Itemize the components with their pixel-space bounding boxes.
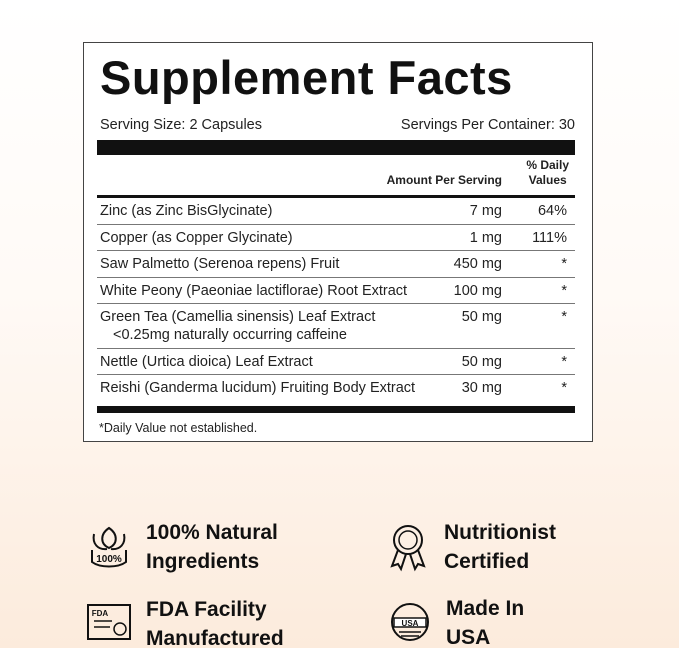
- header-bar: [97, 195, 575, 198]
- daily-value: 64%: [537, 203, 567, 219]
- amount: 50 mg: [461, 353, 502, 370]
- facts-panel: [83, 42, 593, 442]
- leaf-icon: 100%: [91, 526, 127, 568]
- badge-line: USA: [446, 626, 491, 649]
- daily-value: 111%: [532, 229, 567, 246]
- icon-text: 100%: [96, 554, 122, 565]
- daily-value: *: [561, 309, 567, 325]
- row-rule: [97, 347, 575, 349]
- dv-header-line: % Daily: [526, 158, 569, 172]
- badge-line: Certified: [444, 550, 530, 573]
- rosette-icon: [390, 525, 426, 572]
- ingredient-name: Zinc (as Zinc BisGlycinate): [100, 203, 273, 219]
- icon-text: USA: [402, 619, 419, 628]
- ingredient-name: Nettle (Urtica dioica) Leaf Extract: [100, 353, 313, 370]
- badge-text: FDA Facility Manufactured: [146, 595, 284, 653]
- servings-per-container: Servings Per Container: 30: [400, 117, 575, 133]
- daily-value: *: [561, 380, 567, 396]
- badge-text: Made In USA: [446, 594, 524, 652]
- thick-bar: [97, 140, 575, 155]
- usa-icon: USA: [391, 603, 429, 641]
- ingredient-name: White Peony (Paeoniae lactiflorae) Root …: [100, 282, 408, 299]
- amount: 7 mg: [469, 203, 502, 219]
- row-rule: [97, 223, 575, 225]
- badge-text: 100% Natural Ingredients: [146, 518, 278, 576]
- dv-header-line: Values: [528, 173, 567, 187]
- daily-value: *: [561, 256, 567, 272]
- badge-line: 100% Natural: [146, 521, 278, 544]
- row-rule: [97, 250, 575, 251]
- amount: 1 mg: [469, 229, 502, 246]
- amount: 50 mg: [461, 309, 502, 325]
- footnote: *Daily Value not established.: [99, 421, 258, 435]
- daily-value: *: [561, 282, 567, 299]
- ingredient-name: Copper (as Copper Glycinate): [100, 229, 293, 246]
- badge-line: Manufactured: [146, 627, 284, 650]
- ingredient-note: <0.25mg naturally occurring caffeine: [113, 327, 347, 343]
- badge-line: Ingredients: [146, 550, 260, 573]
- certificate-icon: FDA: [87, 604, 131, 640]
- row-rule: [97, 276, 575, 278]
- badge-line: Nutritionist: [444, 521, 556, 544]
- ingredient-name: Green Tea (Camellia sinensis) Leaf Extra…: [100, 309, 376, 325]
- ingredient-name: Reishi (Ganderma lucidum) Fruiting Body …: [100, 380, 416, 396]
- title: Supplement Facts: [100, 51, 513, 104]
- amount: 30 mg: [461, 380, 502, 396]
- bottom-bar: [97, 406, 575, 413]
- row-rule: [97, 374, 575, 375]
- daily-value: *: [561, 353, 567, 370]
- badge-line: FDA Facility: [146, 598, 267, 621]
- serving-size: Serving Size: 2 Capsules: [100, 117, 262, 133]
- ingredient-name: Saw Palmetto (Serenoa repens) Fruit: [100, 256, 340, 272]
- badge-line: Made In: [446, 597, 525, 620]
- amount-header: Amount Per Serving: [386, 173, 502, 187]
- amount: 100 mg: [453, 282, 502, 299]
- row-rule: [97, 303, 575, 304]
- icon-text: FDA: [92, 609, 109, 618]
- amount: 450 mg: [453, 256, 502, 272]
- dv-header: % Daily Values: [526, 158, 569, 188]
- badge-text: Nutritionist Certified: [444, 518, 556, 576]
